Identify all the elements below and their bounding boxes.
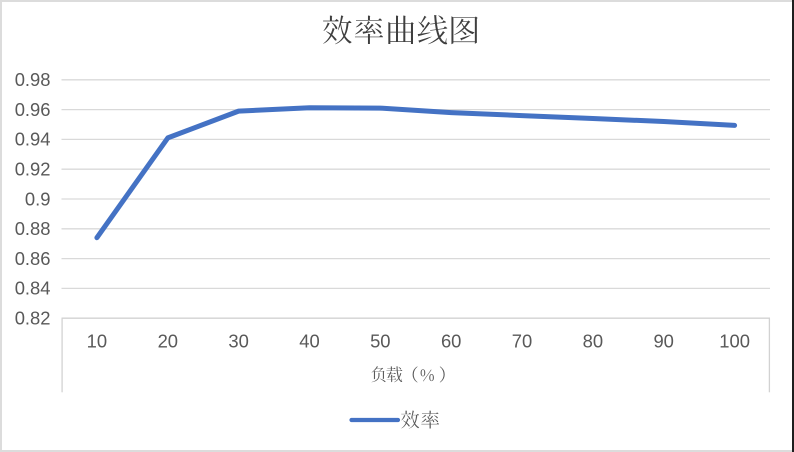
svg-text:70: 70 — [512, 330, 532, 351]
svg-text:100: 100 — [719, 330, 750, 351]
svg-text:0.94: 0.94 — [15, 129, 51, 150]
svg-text:0.96: 0.96 — [15, 99, 51, 120]
svg-text:60: 60 — [441, 330, 461, 351]
svg-text:90: 90 — [653, 330, 673, 351]
svg-text:50: 50 — [370, 330, 390, 351]
svg-text:0.84: 0.84 — [15, 278, 51, 299]
svg-text:0.88: 0.88 — [15, 218, 51, 239]
svg-text:40: 40 — [299, 330, 319, 351]
svg-text:0.98: 0.98 — [15, 69, 51, 90]
svg-text:10: 10 — [87, 330, 107, 351]
svg-text:20: 20 — [158, 330, 178, 351]
svg-text:80: 80 — [583, 330, 603, 351]
svg-text:0.86: 0.86 — [15, 248, 51, 269]
svg-text:0.92: 0.92 — [15, 159, 51, 180]
svg-text:0.9: 0.9 — [25, 188, 51, 209]
svg-text:0.82: 0.82 — [15, 308, 51, 329]
svg-text:30: 30 — [228, 330, 248, 351]
